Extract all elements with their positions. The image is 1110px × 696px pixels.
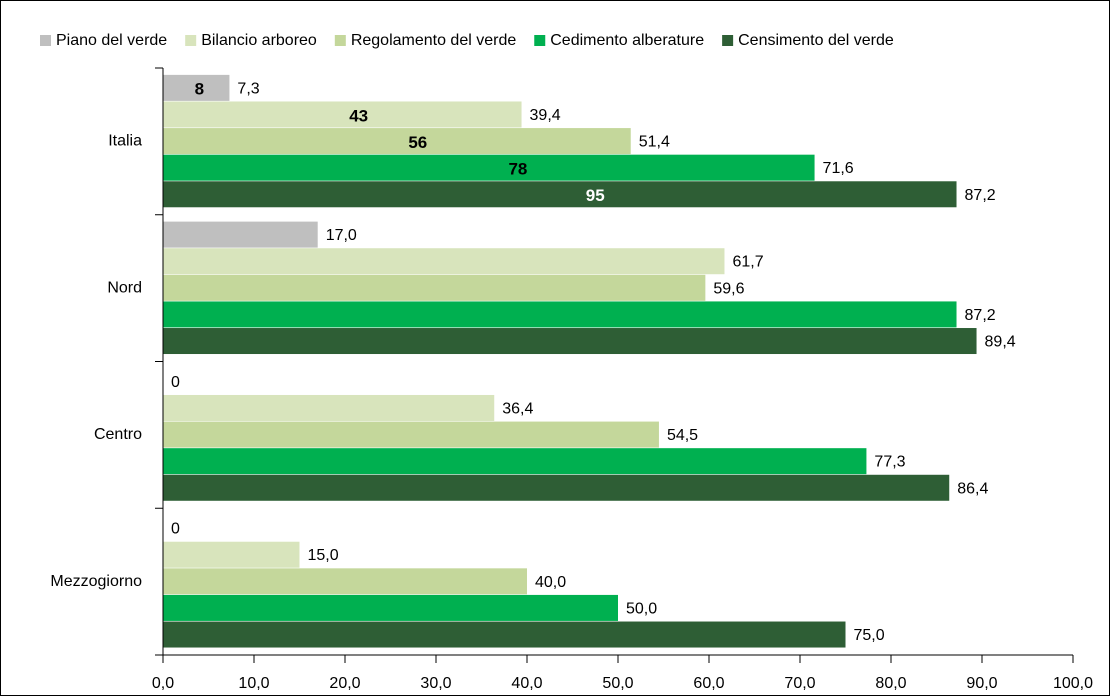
value-label: 17,0	[326, 227, 357, 244]
value-label: 71,6	[823, 160, 854, 177]
value-label: 59,6	[713, 280, 744, 297]
value-label: 51,4	[639, 134, 670, 151]
x-tick-label: 70,0	[784, 675, 815, 692]
legend-label: Piano del verde	[56, 32, 167, 49]
inner-label: 78	[508, 159, 527, 178]
legend-label: Cedimento alberature	[550, 32, 704, 49]
bar	[163, 394, 495, 421]
x-tick-label: 90,0	[966, 675, 997, 692]
value-label: 50,0	[626, 600, 657, 617]
bar	[163, 474, 950, 501]
bar	[163, 248, 725, 275]
legend-swatch	[334, 35, 346, 46]
inner-label: 43	[349, 106, 368, 125]
value-label: 61,7	[732, 254, 763, 271]
y-tick-label: Italia	[108, 133, 142, 150]
bar	[163, 301, 957, 328]
legend-label: Bilancio arboreo	[201, 32, 317, 49]
legend-swatch	[722, 35, 734, 46]
x-tick-label: 40,0	[511, 675, 542, 692]
bar	[163, 181, 957, 208]
value-label: 0	[171, 521, 180, 538]
bar	[163, 128, 631, 155]
x-tick-label: 60,0	[693, 675, 724, 692]
value-label: 15,0	[308, 547, 339, 564]
bar	[163, 541, 300, 568]
y-tick-label: Mezzogiorno	[50, 573, 142, 590]
value-label: 7,3	[237, 80, 259, 97]
x-tick-label: 10,0	[238, 675, 269, 692]
value-label: 77,3	[874, 454, 905, 471]
legend-swatch	[534, 35, 546, 46]
value-label: 39,4	[530, 107, 561, 124]
bar	[163, 568, 527, 595]
inner-label: 95	[586, 186, 605, 205]
bar	[163, 594, 618, 621]
legend-label: Censimento del verde	[738, 32, 894, 49]
x-tick-label: 20,0	[329, 675, 360, 692]
x-tick-label: 30,0	[420, 675, 451, 692]
x-tick-label: 80,0	[875, 675, 906, 692]
bar	[163, 621, 846, 648]
inner-label: 8	[195, 80, 204, 99]
y-tick-label: Nord	[107, 279, 142, 296]
legend-swatch	[185, 35, 197, 46]
x-tick-label: 0,0	[152, 675, 174, 692]
bar	[163, 154, 815, 181]
legend-swatch	[40, 35, 51, 46]
value-label: 75,0	[854, 627, 885, 644]
value-label: 36,4	[502, 400, 533, 417]
x-tick-label: 50,0	[602, 675, 633, 692]
value-label: 87,2	[965, 187, 996, 204]
value-label: 87,2	[965, 307, 996, 324]
bar	[163, 328, 977, 355]
value-label: 89,4	[985, 334, 1016, 351]
inner-label: 56	[408, 133, 427, 152]
legend-label: Regolamento del verde	[351, 32, 517, 49]
bar	[163, 448, 867, 475]
value-label: 0	[171, 374, 180, 391]
bar	[163, 221, 318, 248]
bar	[163, 101, 522, 128]
value-label: 54,5	[667, 427, 698, 444]
x-tick-label: 100,0	[1053, 675, 1093, 692]
value-label: 86,4	[957, 480, 988, 497]
y-tick-label: Centro	[94, 426, 142, 443]
bar	[163, 74, 230, 101]
bar	[163, 421, 659, 448]
value-label: 40,0	[535, 574, 566, 591]
bar	[163, 274, 706, 301]
